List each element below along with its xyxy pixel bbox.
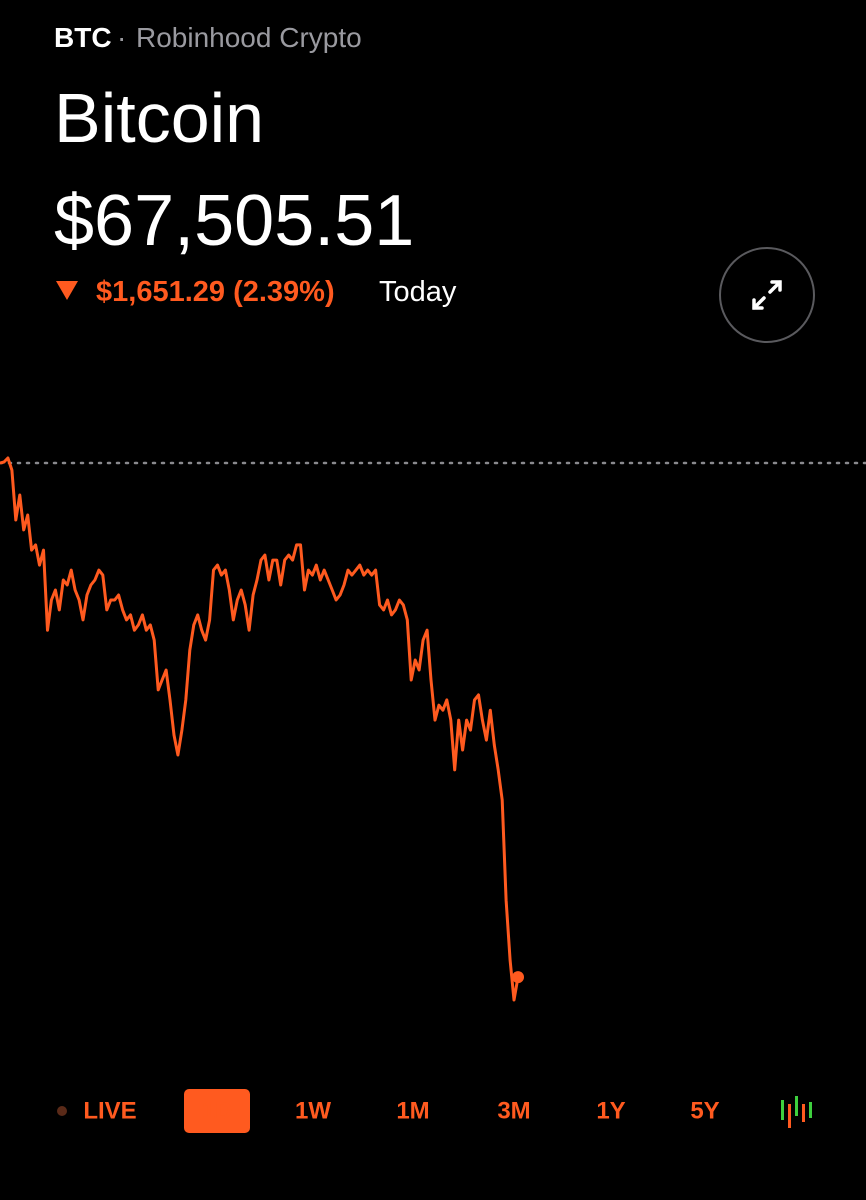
- change-period: Today: [379, 276, 457, 308]
- range-label: 1M: [396, 1097, 429, 1124]
- range-label: 5Y: [690, 1097, 719, 1124]
- ticker: BTC: [54, 22, 112, 53]
- range-label: 1W: [295, 1097, 331, 1124]
- range-label: 3M: [497, 1097, 530, 1124]
- live-dot: [57, 1106, 67, 1116]
- candle: [809, 1102, 812, 1118]
- source: Robinhood Crypto: [136, 22, 362, 53]
- separator: ·: [117, 22, 127, 53]
- expand-button[interactable]: [719, 247, 815, 343]
- down-arrow: [56, 281, 78, 300]
- candle: [788, 1104, 791, 1128]
- range-button[interactable]: 1M: [396, 1097, 429, 1124]
- expand-icon: [752, 280, 782, 310]
- range-label: LIVE: [83, 1097, 136, 1124]
- range-label: 1D: [202, 1097, 233, 1124]
- range-button[interactable]: 1Y: [596, 1097, 625, 1124]
- range-button[interactable]: 5Y: [690, 1097, 719, 1124]
- price-change: $1,651.29 (2.39%): [96, 276, 335, 308]
- range-button[interactable]: LIVE: [57, 1097, 137, 1124]
- current-dot: [512, 971, 524, 984]
- candle: [795, 1096, 798, 1116]
- range-button[interactable]: 1D: [184, 1089, 250, 1133]
- range-selected-bg: [184, 1089, 250, 1133]
- candle: [802, 1104, 805, 1122]
- price: $67,505.51: [54, 181, 415, 261]
- asset-name: Bitcoin: [54, 79, 265, 157]
- range-button[interactable]: 1W: [295, 1097, 331, 1124]
- candle: [781, 1100, 784, 1120]
- expand-circle: [719, 247, 815, 343]
- range-button[interactable]: 3M: [497, 1097, 530, 1124]
- range-label: 1Y: [596, 1097, 625, 1124]
- price-line: [0, 456, 520, 1002]
- candle-icon[interactable]: [781, 1096, 812, 1128]
